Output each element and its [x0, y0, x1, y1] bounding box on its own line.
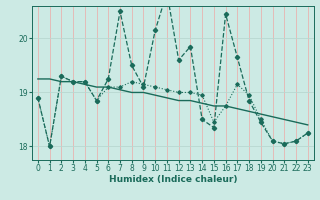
X-axis label: Humidex (Indice chaleur): Humidex (Indice chaleur)	[108, 175, 237, 184]
